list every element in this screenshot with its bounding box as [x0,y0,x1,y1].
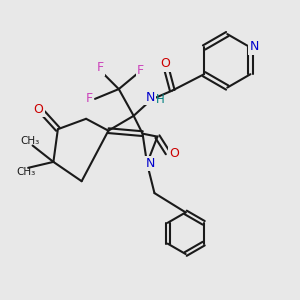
Text: H: H [155,93,164,106]
Text: N: N [249,40,259,53]
Text: O: O [160,57,170,70]
Text: F: F [85,92,93,105]
Text: CH₃: CH₃ [16,167,35,177]
Text: N: N [145,157,155,170]
Text: N: N [145,91,155,103]
Text: CH₃: CH₃ [21,136,40,146]
Text: F: F [137,64,144,77]
Text: O: O [169,147,179,160]
Text: F: F [97,61,104,74]
Text: O: O [34,103,44,116]
